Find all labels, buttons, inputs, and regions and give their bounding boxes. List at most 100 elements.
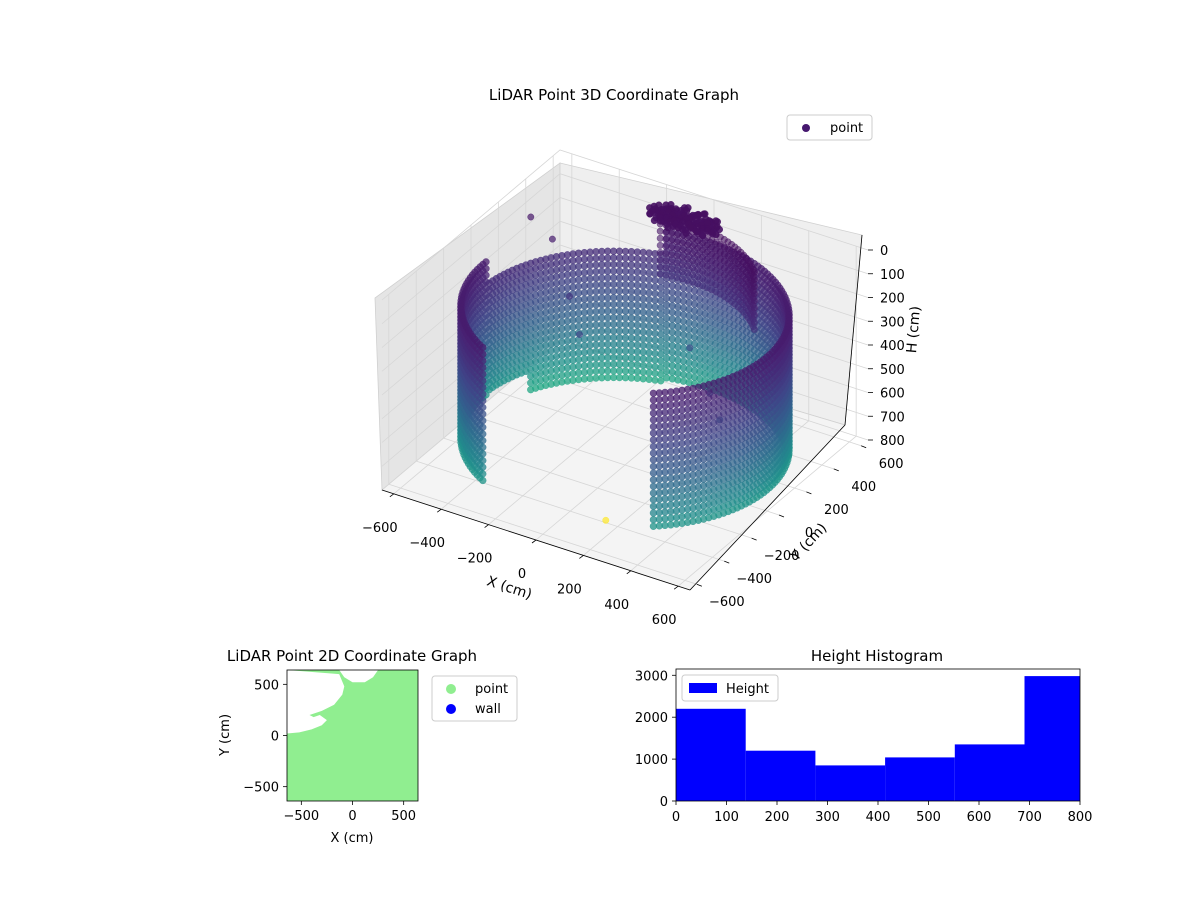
point-3d xyxy=(662,235,670,243)
point-3d xyxy=(621,247,630,256)
point-3d xyxy=(649,456,658,464)
z-tick-label-3d: 600 xyxy=(880,387,905,402)
x-tick-label-3d: −200 xyxy=(457,552,493,567)
point-3d xyxy=(713,223,721,231)
x-tick-label-3d: 600 xyxy=(652,613,677,628)
z-tick-label-3d: 800 xyxy=(880,434,905,449)
point-3d xyxy=(649,469,658,477)
y-tick-mark-3d xyxy=(778,514,785,518)
point-3d xyxy=(479,343,487,352)
point-3d xyxy=(479,410,487,418)
ticks-2d: −500 0 500 −500 0 500 xyxy=(243,678,416,824)
point-3d xyxy=(673,252,681,260)
point-3d xyxy=(649,403,658,411)
point-3d xyxy=(649,442,658,451)
y-tick-label-3d: 200 xyxy=(824,503,849,518)
point-3d xyxy=(479,443,487,451)
point-3d xyxy=(751,283,758,291)
x-tick-label-3d: −600 xyxy=(362,521,398,536)
x-tick-label-3d: 400 xyxy=(604,598,629,613)
x-tick-label-2d: 0 xyxy=(348,809,356,824)
point-3d xyxy=(479,363,487,372)
point-3d xyxy=(662,264,670,272)
point-3d xyxy=(621,307,630,315)
y-tick-label-histogram: 2000 xyxy=(635,711,668,726)
point-3d xyxy=(527,386,535,394)
point-3d xyxy=(621,334,630,342)
x-tick-mark-3d xyxy=(673,585,679,590)
point-3d xyxy=(479,397,487,405)
grid-line-height xyxy=(381,197,869,348)
point-3d xyxy=(621,294,630,302)
legend-2d-marker-point xyxy=(446,684,456,694)
point-3d xyxy=(646,210,654,218)
point-3d xyxy=(674,224,683,232)
y-tick-label-2d: 500 xyxy=(254,678,279,693)
x-tick-label-2d: 500 xyxy=(391,809,416,824)
point-3d xyxy=(621,287,630,295)
y-tick-label-histogram: 3000 xyxy=(635,669,668,684)
ticks-histogram: 0 100 200 300 400 500 600 700 800 0 1000 2000 3000 xyxy=(635,669,1093,825)
point-3d xyxy=(666,218,674,226)
point-3d xyxy=(479,417,487,425)
point-3d xyxy=(621,327,630,335)
point-3d xyxy=(649,396,658,404)
grid-line-height xyxy=(381,149,869,301)
point-3d xyxy=(566,292,573,300)
legend-2d-label-point: point xyxy=(475,682,508,697)
z-axis-label-3d: H (cm) xyxy=(904,305,924,353)
point-3d xyxy=(621,281,630,289)
y-tick-label-2d: 0 xyxy=(271,730,279,745)
x-tick-mark-3d xyxy=(579,555,584,559)
y-tick-label-3d: 400 xyxy=(851,480,876,495)
point-3d xyxy=(649,502,658,511)
point-3d xyxy=(621,367,630,375)
point-3d xyxy=(751,311,758,319)
point-3d xyxy=(656,217,665,225)
y-tick-label-3d: 0 xyxy=(805,526,813,541)
legend-2d-marker-wall xyxy=(446,704,456,714)
x-tick-label-histogram: 800 xyxy=(1068,810,1093,825)
legend-3d: point xyxy=(786,114,873,141)
y-tick-mark-3d xyxy=(724,560,730,564)
x-tick-mark-3d xyxy=(436,508,442,513)
point-3d xyxy=(649,423,658,431)
point-3d xyxy=(649,389,658,397)
x-axis-label-3d: X (cm) xyxy=(485,573,534,603)
y-tick-label-2d: −500 xyxy=(243,781,279,796)
point-3d xyxy=(668,272,675,280)
y-tick-mark-3d xyxy=(751,537,757,541)
histogram-bar xyxy=(745,750,816,801)
z-tick-label-3d: 500 xyxy=(880,363,905,378)
z-tick-label-3d: 700 xyxy=(880,410,905,425)
y-tick-label-histogram: 1000 xyxy=(635,753,668,768)
point-3d xyxy=(662,271,670,279)
point-3d xyxy=(649,462,658,471)
point-3d xyxy=(621,340,630,349)
y-tick-mark-3d xyxy=(696,583,702,587)
point-3d xyxy=(751,290,758,298)
point-3d xyxy=(751,268,758,276)
x-tick-mark-3d xyxy=(531,539,537,544)
y-tick-label-3d: 600 xyxy=(879,457,904,472)
x-tick-label-3d: 200 xyxy=(557,582,582,597)
point-3d xyxy=(621,267,630,275)
z-tick-label-3d: 0 xyxy=(880,244,888,259)
point-3d xyxy=(668,229,675,237)
point-3d xyxy=(527,379,535,387)
height-histogram: Height Histogram 0 100 200 300 400 500 600 700 8… xyxy=(635,647,1093,825)
point-3d xyxy=(751,318,758,326)
z-tick-label-3d: 200 xyxy=(880,292,905,307)
x-tick-mark-3d xyxy=(626,570,632,575)
x-tick-label-histogram: 700 xyxy=(1017,810,1042,825)
point-3d xyxy=(602,516,610,524)
point-3d xyxy=(656,234,664,242)
point-3d xyxy=(698,231,706,239)
point-3d xyxy=(479,390,487,398)
point-3d xyxy=(662,243,670,250)
point-3d xyxy=(621,261,630,269)
y-tick-label-3d: −200 xyxy=(764,549,800,564)
lidar-3d-scatter-plot: LiDAR Point 3D Coordinate Graph −600 −400… xyxy=(362,86,924,628)
point-3d xyxy=(649,489,658,497)
x-tick-label-histogram: 200 xyxy=(765,810,790,825)
